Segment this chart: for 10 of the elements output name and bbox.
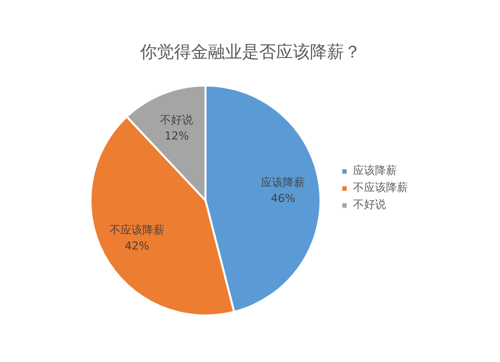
data-label: 12%: [164, 129, 189, 142]
slice-label: 不好说: [160, 113, 194, 126]
legend-label: 应该降薪: [353, 163, 397, 178]
chart-title: 你觉得金融业是否应该降薪？: [139, 42, 361, 62]
slice-label: 不应该降薪: [109, 224, 164, 237]
legend-label: 不应该降薪: [353, 180, 408, 195]
data-label: 42%: [124, 240, 150, 253]
legend-label: 不好说: [353, 197, 386, 212]
slice-label: 应该降薪: [261, 176, 306, 190]
data-label: 46%: [270, 192, 296, 206]
